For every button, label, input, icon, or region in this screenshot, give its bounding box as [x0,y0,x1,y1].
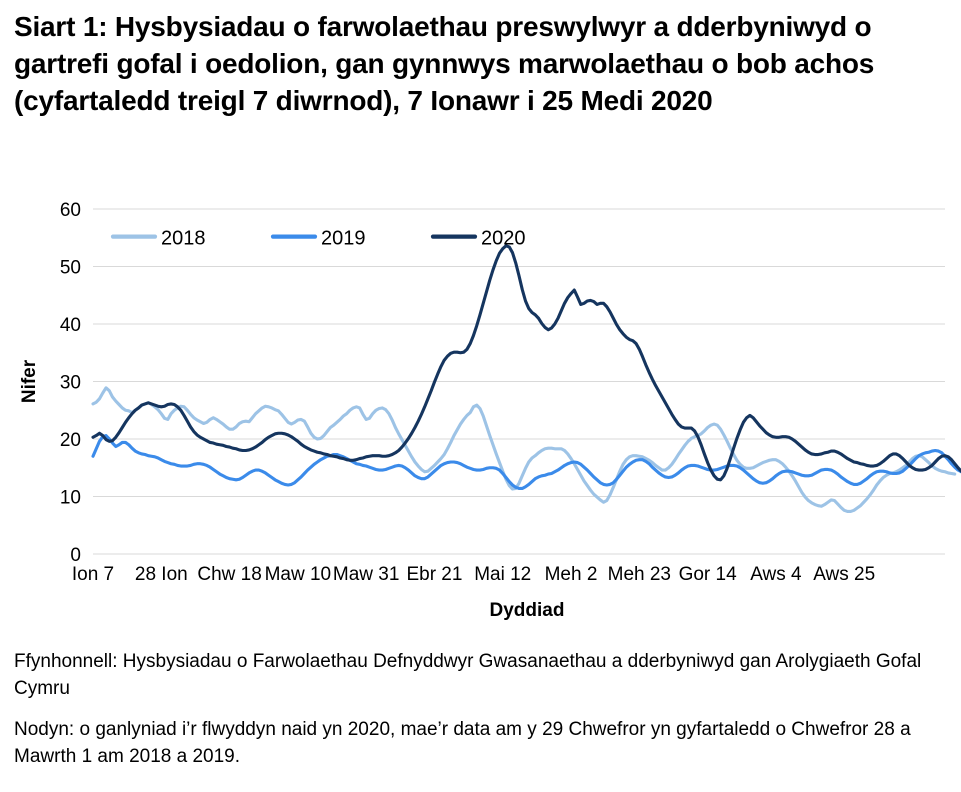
x-axis-tick-label: Aws 4 [750,564,802,585]
x-axis-tick-labels: Ion 7 28 Ion Chw 18 Maw 10 Maw 31 Ebr 21 Mai 1… [72,564,875,585]
x-axis-tick-label: Maw 10 [265,564,332,585]
y-axis-tick-label: 60 [60,200,81,221]
x-axis-tick-label: Meh 2 [545,564,598,585]
legend-label-2018: 2018 [161,228,206,250]
x-axis-tick-label: Maw 31 [333,564,400,585]
x-axis-tick-label: Meh 23 [608,564,671,585]
x-axis-tick-label: Ion 7 [72,564,114,585]
gridlines [93,208,945,555]
legend-label-2019: 2019 [321,228,366,250]
y-axis-title: Nifer [19,359,40,403]
x-axis-title: Dyddiad [490,600,565,621]
leap-year-note: Nodyn: o ganlyniad i’r flwyddyn naid yn … [14,719,911,767]
series-line-2020 [91,244,961,482]
chart-figure: 0 10 20 30 40 50 60 Ion 7 28 Ion Chw 18 Maw 10 Maw… [0,190,961,640]
y-axis-tick-label: 10 [60,488,81,509]
x-axis-tick-label: Gor 14 [679,564,738,585]
y-axis-tick-label: 30 [60,373,81,394]
source-note: Ffynhonnell: Hysbysiadau o Farwolaethau … [14,651,922,699]
series-lines [91,244,961,514]
y-axis-tick-label: 20 [60,430,81,451]
chart-legend: 2018 2019 2020 [110,228,526,250]
y-axis-tick-label: 0 [70,545,81,566]
series-line-2019 [91,434,961,491]
x-axis-tick-label: 28 Ion [135,564,188,585]
y-axis-tick-label: 40 [60,315,81,336]
line-chart: 0 10 20 30 40 50 60 Ion 7 28 Ion Chw 18 Maw 10 Maw… [19,200,961,621]
footnotes: Ffynhonnell: Hysbysiadau o Farwolaethau … [14,648,949,784]
y-axis-tick-label: 50 [60,258,81,279]
x-axis-tick-label: Chw 18 [197,564,261,585]
x-axis-tick-label: Mai 12 [474,564,531,585]
page-title: Siart 1: Hysbysiadau o farwolaethau pres… [14,11,875,116]
series-line-2018 [91,386,957,514]
y-axis-tick-labels: 0 10 20 30 40 50 60 [60,200,81,566]
x-axis-tick-label: Aws 25 [813,564,875,585]
x-axis-tick-label: Ebr 21 [406,564,462,585]
legend-label-2020: 2020 [481,228,526,250]
